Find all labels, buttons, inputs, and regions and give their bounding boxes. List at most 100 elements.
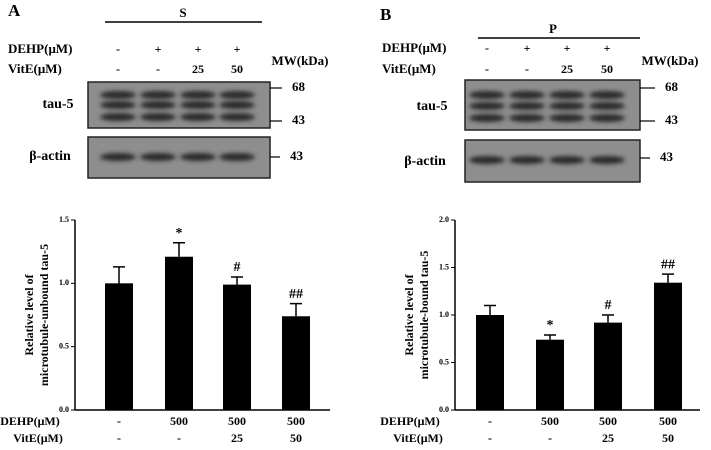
blot-band [589, 114, 625, 122]
mw-label: MW(kDa) [641, 53, 698, 68]
blot-band [509, 156, 545, 164]
y-tick-label: 0.5 [59, 341, 69, 350]
significance-mark: ## [289, 287, 303, 302]
blot-band [549, 91, 585, 99]
blot-band [180, 101, 216, 109]
blot-band [140, 101, 176, 109]
mw-marker: 43 [665, 112, 679, 127]
blot-band [469, 114, 505, 122]
row-value: - [116, 62, 120, 76]
y-tick-label: 1.0 [439, 310, 449, 319]
y-tick-label: 1.5 [439, 262, 449, 271]
significance-mark: # [605, 298, 612, 313]
error-bar [602, 314, 614, 323]
error-bar [662, 273, 674, 283]
x-tick-label: - [177, 431, 181, 445]
x-row-label: DEHP(μM) [380, 414, 439, 428]
x-tick-label: 500 [287, 414, 305, 428]
x-tick-label: - [488, 431, 492, 445]
blot-band [100, 113, 136, 121]
x-row-label: VitE(μM) [393, 431, 443, 445]
x-tick-label: 500 [659, 414, 677, 428]
blot-band [509, 114, 545, 122]
x-row-label: VitE(μM) [13, 431, 63, 445]
y-tick-label: 2.0 [439, 215, 449, 224]
blot-band [219, 153, 255, 161]
row-label: VitE(μM) [382, 61, 436, 76]
row-value: - [156, 62, 160, 76]
x-tick-label: - [488, 414, 492, 428]
blot-band [469, 156, 505, 164]
y-axis-label: Relative level of [402, 273, 416, 355]
panel-label: B [380, 5, 391, 24]
bar [105, 283, 133, 410]
blot-band [589, 102, 625, 110]
significance-mark: # [234, 260, 241, 275]
x-tick-label: 25 [602, 431, 614, 445]
blot-band [509, 102, 545, 110]
error-bar [290, 302, 302, 317]
row-value: + [155, 42, 162, 56]
y-tick-label: 0.0 [59, 405, 69, 414]
row-value: + [564, 41, 571, 55]
blot-band [549, 114, 585, 122]
row-value: + [604, 41, 611, 55]
row-value: 50 [601, 62, 613, 76]
mw-marker: 68 [665, 79, 679, 94]
x-row-label: DEHP(μM) [0, 414, 59, 428]
blot-band [219, 101, 255, 109]
blot-label: tau-5 [42, 97, 73, 112]
mw-marker: 43 [660, 149, 674, 164]
row-value: 25 [192, 62, 204, 76]
bar [165, 256, 193, 410]
row-value: + [195, 42, 202, 56]
row-label: DEHP(μM) [382, 40, 446, 55]
row-value: + [234, 42, 241, 56]
blot-band [140, 153, 176, 161]
error-bar [173, 242, 185, 257]
blot-label: tau-5 [416, 99, 447, 114]
x-tick-label: 500 [599, 414, 617, 428]
error-bar [484, 304, 496, 315]
row-value: - [485, 62, 489, 76]
x-tick-label: 25 [231, 431, 243, 445]
blot-band [219, 91, 255, 99]
row-value: 50 [231, 62, 243, 76]
bar [223, 284, 251, 410]
blot-band [100, 153, 136, 161]
blot-band [180, 153, 216, 161]
bar [476, 315, 504, 410]
row-value: - [485, 41, 489, 55]
row-value: - [525, 62, 529, 76]
x-tick-label: 50 [290, 431, 302, 445]
x-tick-label: - [548, 431, 552, 445]
x-tick-label: 500 [541, 414, 559, 428]
blot-band [469, 102, 505, 110]
panel-label: A [8, 1, 21, 20]
blot-band [549, 102, 585, 110]
blot-label: β-actin [404, 154, 446, 169]
mw-marker: 43 [292, 112, 306, 127]
row-value: + [524, 41, 531, 55]
significance-mark: * [176, 226, 183, 241]
blot-band [589, 156, 625, 164]
blot-band [140, 113, 176, 121]
y-tick-label: 1.0 [59, 278, 69, 287]
significance-mark: * [547, 318, 554, 333]
row-value: - [116, 42, 120, 56]
mw-label: MW(kDa) [271, 53, 328, 68]
blot-band [549, 156, 585, 164]
y-axis-label: microtubule-unbound tau-5 [37, 244, 51, 386]
bar [282, 316, 310, 410]
x-tick-label: 500 [228, 414, 246, 428]
row-value: 25 [561, 62, 573, 76]
blot-band [469, 91, 505, 99]
bar [594, 322, 622, 410]
fraction-label: S [179, 5, 186, 20]
blot-band [180, 91, 216, 99]
blot-band [219, 113, 255, 121]
y-tick-label: 0.0 [439, 405, 449, 414]
blot-band [180, 113, 216, 121]
significance-mark: ## [661, 257, 675, 272]
